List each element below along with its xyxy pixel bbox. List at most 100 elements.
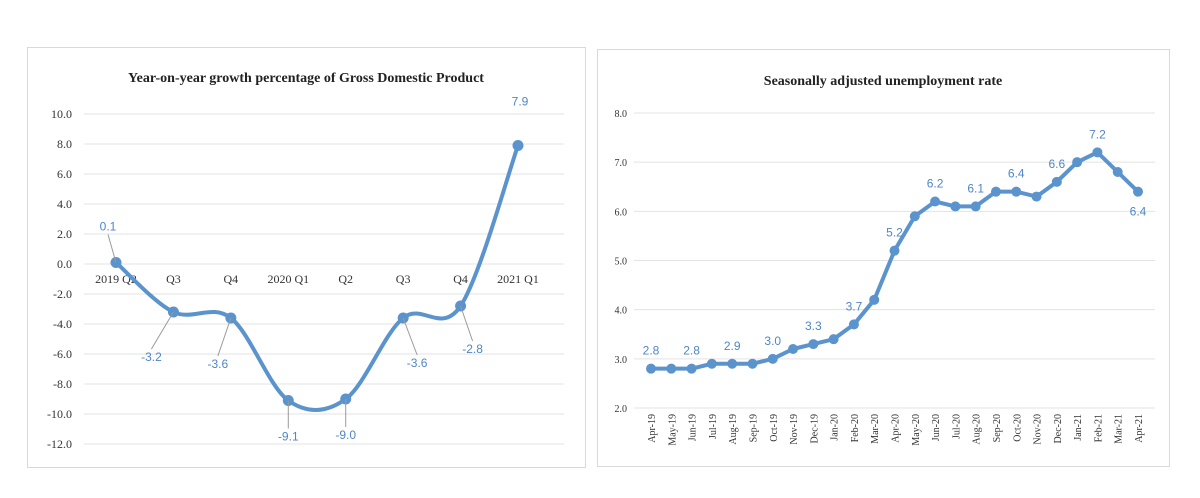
unemployment-data-point: [1133, 186, 1143, 197]
unemployment-data-label: 3.7: [846, 299, 863, 313]
unemployment-data-label: 2.8: [643, 344, 660, 358]
gdp-y-tick-label: -8.0: [53, 377, 72, 391]
gdp-y-tick-label: 2.0: [57, 227, 72, 241]
unemployment-x-tick-label: Oct-19: [769, 414, 780, 442]
unemployment-x-tick-label: May-19: [667, 414, 678, 446]
unemployment-data-point: [828, 334, 839, 345]
gdp-data-label: -2.8: [462, 342, 483, 356]
unemployment-data-point: [727, 358, 738, 369]
gdp-data-label: -3.6: [208, 357, 229, 371]
unemployment-y-tick-label: 6.0: [615, 207, 628, 218]
unemployment-x-tick-label: Jul-19: [708, 414, 719, 439]
unemployment-data-label: 2.8: [683, 344, 700, 358]
gdp-label-leader: [107, 234, 117, 263]
unemployment-data-point: [706, 358, 717, 369]
unemployment-data-label: 7.2: [1089, 127, 1106, 141]
unemployment-x-tick-label: Aug-19: [728, 414, 739, 445]
unemployment-x-tick-label: Jun-19: [688, 414, 699, 441]
unemployment-data-label: 2.9: [724, 339, 741, 353]
unemployment-x-tick-label: Oct-20: [1012, 414, 1023, 442]
unemployment-data-point: [666, 363, 677, 374]
unemployment-data-point: [686, 363, 697, 374]
unemployment-x-tick-label: Dec-20: [1053, 414, 1064, 443]
gdp-y-tick-label: 4.0: [57, 197, 72, 211]
unemployment-x-tick-label: Aug-20: [972, 414, 983, 445]
gdp-growth-chart: Year-on-year growth percentage of Gross …: [47, 71, 564, 451]
gdp-label-leader: [402, 317, 418, 356]
unemployment-data-label: 6.1: [967, 181, 984, 195]
unemployment-x-tick-label: Feb-20: [850, 414, 861, 442]
unemployment-data-point: [889, 245, 900, 256]
unemployment-data-point: [1092, 147, 1103, 158]
unemployment-y-tick-label: 7.0: [615, 158, 628, 169]
unemployment-data-point: [646, 363, 656, 374]
unemployment-data-point: [990, 186, 1001, 197]
gdp-x-tick-label: 2021 Q1: [497, 272, 539, 286]
unemployment-chart-panel: Seasonally adjusted unemployment rate 8.…: [597, 49, 1170, 467]
gdp-x-tick-label: Q3: [166, 272, 181, 286]
unemployment-x-tick-label: Apr-19: [647, 414, 658, 443]
unemployment-x-tick-label: Sep-19: [748, 414, 759, 442]
gdp-label-leader: [217, 317, 232, 357]
unemployment-data-point: [1112, 167, 1123, 177]
unemployment-data-label: 5.2: [886, 226, 903, 240]
gdp-data-label: 7.9: [512, 95, 529, 109]
unemployment-chart-title: Seasonally adjusted unemployment rate: [764, 74, 1002, 89]
unemployment-y-tick-label: 5.0: [615, 257, 628, 268]
unemployment-data-label: 6.4: [1130, 205, 1147, 219]
unemployment-y-tick-label: 3.0: [615, 355, 628, 366]
gdp-y-tick-label: 10.0: [51, 107, 72, 121]
unemployment-data-point: [1072, 157, 1083, 168]
gdp-y-tick-label: -6.0: [53, 347, 72, 361]
gdp-x-tick-label: 2019 Q2: [95, 272, 137, 286]
unemployment-x-tick-label: Apr-20: [891, 414, 902, 443]
unemployment-x-tick-label: Jan-21: [1073, 414, 1084, 441]
gdp-label-leader: [150, 311, 174, 350]
unemployment-data-point: [950, 201, 961, 212]
unemployment-data-label: 6.4: [1008, 167, 1025, 181]
gdp-x-tick-label: Q3: [396, 272, 411, 286]
unemployment-data-label: 6.6: [1048, 157, 1065, 171]
unemployment-data-point: [848, 319, 859, 330]
gdp-data-label: -9.0: [335, 428, 356, 442]
unemployment-y-tick-label: 4.0: [615, 306, 628, 317]
gdp-chart-title: Year-on-year growth percentage of Gross …: [128, 71, 484, 86]
unemployment-x-tick-label: Nov-20: [1033, 414, 1044, 445]
gdp-data-label: -9.1: [278, 430, 299, 444]
unemployment-y-tick-label: 2.0: [615, 404, 628, 415]
unemployment-data-label: 3.3: [805, 319, 822, 333]
unemployment-x-tick-label: Jan-20: [830, 414, 841, 441]
unemployment-data-point: [970, 201, 981, 212]
unemployment-data-label: 6.2: [927, 177, 944, 191]
unemployment-data-point: [1051, 176, 1062, 187]
gdp-label-leader: [460, 305, 474, 342]
unemployment-data-point: [1031, 191, 1042, 202]
unemployment-data-point: [747, 358, 758, 369]
unemployment-data-point: [767, 353, 778, 364]
gdp-data-label: -3.6: [407, 356, 428, 370]
gdp-data-label: 0.1: [100, 220, 117, 234]
unemployment-data-point: [808, 339, 819, 350]
unemployment-x-tick-label: May-20: [911, 414, 922, 446]
gdp-y-tick-label: 6.0: [57, 167, 72, 181]
unemployment-x-tick-label: Mar-21: [1114, 414, 1125, 444]
unemployment-data-point: [869, 294, 880, 305]
gdp-data-point: [512, 140, 524, 151]
unemployment-data-point: [1011, 186, 1022, 197]
gdp-y-tick-label: -2.0: [53, 287, 72, 301]
unemployment-x-tick-label: Jul-20: [951, 414, 962, 439]
unemployment-y-tick-label: 8.0: [615, 109, 628, 120]
unemployment-x-tick-label: Jun-20: [931, 414, 942, 441]
unemployment-chart: Seasonally adjusted unemployment rate 8.…: [615, 74, 1155, 446]
unemployment-x-tick-label: Sep-20: [992, 414, 1003, 442]
unemployment-x-tick-label: Nov-19: [789, 414, 800, 445]
unemployment-x-tick-label: Mar-20: [870, 414, 881, 444]
unemployment-data-point: [930, 196, 941, 207]
gdp-y-tick-label: -12.0: [47, 437, 72, 451]
unemployment-x-tick-label: Feb-21: [1093, 414, 1104, 442]
gdp-x-tick-label: Q4: [453, 272, 468, 286]
gdp-y-tick-label: -4.0: [53, 317, 72, 331]
unemployment-data-label: 3.0: [764, 334, 781, 348]
gdp-data-label: -3.2: [141, 350, 162, 364]
unemployment-x-tick-label: Dec-19: [809, 414, 820, 443]
